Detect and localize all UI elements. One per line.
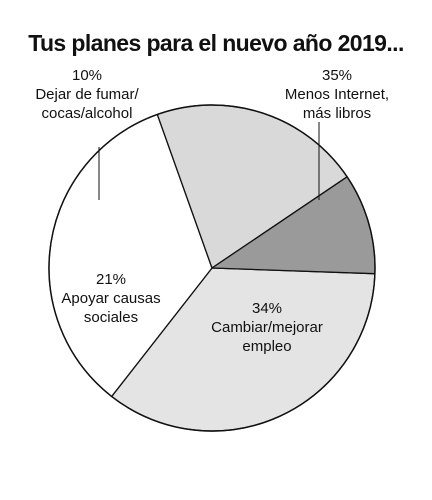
slice-category-label-2: empleo [242, 338, 291, 355]
slice-category-label-3: Apoyar causas [61, 290, 160, 307]
slice-percent-label-3: 21% [96, 271, 126, 288]
slice-percent-label-4: 10% [72, 67, 102, 84]
chart-title: Tus planes para el nuevo año 2019... [28, 30, 404, 56]
slice-category-label-4: cocas/alcohol [42, 105, 133, 122]
slice-category-label-1: Menos Internet, [285, 86, 389, 103]
pie-outline [48, 104, 376, 432]
slice-percent-label-2: 34% [252, 300, 282, 317]
slice-category-label-2: Cambiar/mejorar [211, 319, 323, 336]
slice-category-label-3: sociales [84, 309, 138, 326]
slice-category-label-1: más libros [303, 105, 371, 122]
slice-category-label-4: Dejar de fumar/ [35, 86, 139, 103]
slice-percent-label-1: 35% [322, 67, 352, 84]
